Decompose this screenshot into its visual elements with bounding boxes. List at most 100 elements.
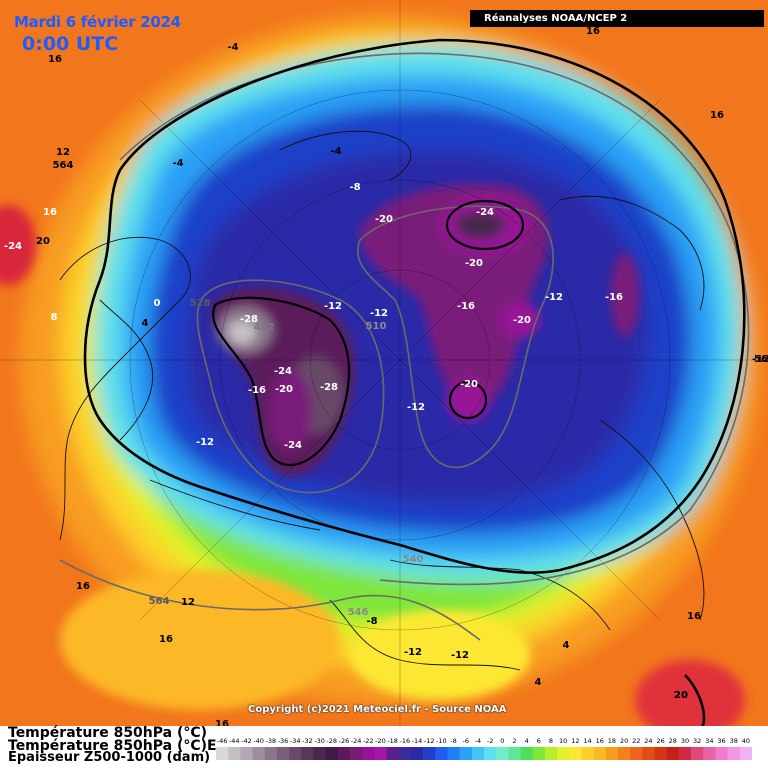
- color-scale-label: 0: [500, 737, 504, 745]
- map-value-label: -20: [375, 214, 393, 225]
- map-value-label: -24: [274, 366, 292, 377]
- map-value-label: 12: [181, 597, 195, 608]
- map-value-label: -12: [196, 437, 214, 448]
- color-scale-swatch: [630, 747, 643, 760]
- color-scale-label: 24: [644, 737, 652, 745]
- color-scale-label: 32: [693, 737, 701, 745]
- map-value-label: -4: [330, 146, 341, 157]
- map-value-label: 8: [51, 312, 58, 323]
- map-value-label: -12: [407, 402, 425, 413]
- color-scale-label: 16: [596, 737, 604, 745]
- color-scale-swatch: [557, 747, 570, 760]
- color-scale-swatch: [374, 747, 387, 760]
- map-value-label: 528: [190, 298, 211, 309]
- color-scale-label: -10: [436, 737, 447, 745]
- color-scale-label: -36: [278, 737, 289, 745]
- color-scale-label: 4: [525, 737, 529, 745]
- color-scale-label: -4: [475, 737, 481, 745]
- color-scale-label: -6: [462, 737, 468, 745]
- map-value-label: -12: [451, 650, 469, 661]
- color-scale-swatch: [447, 747, 460, 760]
- map-value-label: 16: [159, 634, 173, 645]
- color-scale-swatch: [410, 747, 424, 760]
- color-scale-label: -26: [339, 737, 350, 745]
- map-value-label: 4: [142, 318, 149, 329]
- color-scale-swatch: [715, 747, 728, 760]
- color-scale-swatch: [301, 747, 314, 760]
- map-value-label: 540: [403, 554, 424, 565]
- map-value-label: -24: [476, 207, 494, 218]
- color-scale-swatch: [642, 747, 655, 760]
- map-value-label: 564: [53, 160, 74, 171]
- color-scale-label: -8: [450, 737, 456, 745]
- coastlines: [59, 130, 705, 671]
- map-value-label: -20: [465, 258, 483, 269]
- map-value-label: -12: [324, 301, 342, 312]
- map-value-label: -16: [457, 301, 475, 312]
- color-scale-label: -12: [424, 737, 435, 745]
- color-scale-label: -18: [387, 737, 398, 745]
- map-value-label: -16: [605, 292, 623, 303]
- color-scale-label: 14: [583, 737, 591, 745]
- color-scale-label: 12: [571, 737, 579, 745]
- color-scale-label: 2: [512, 737, 516, 745]
- color-scale-label: -44: [229, 737, 240, 745]
- map-value-label: 16: [710, 110, 724, 121]
- map-value-label: -12: [545, 292, 563, 303]
- color-scale-label: -28: [326, 737, 337, 745]
- thickness-contours: [59, 52, 750, 641]
- map-value-label: 16: [687, 611, 701, 622]
- map-value-label: 4: [535, 677, 542, 688]
- color-scale-swatch: [350, 747, 363, 760]
- map-value-label: 510: [366, 321, 387, 332]
- color-scale-swatch: [362, 747, 375, 760]
- color-scale-label: 28: [669, 737, 677, 745]
- color-scale-swatch: [569, 747, 582, 760]
- map-value-label: -24: [4, 241, 22, 252]
- map-date: Mardi 6 février 2024: [14, 13, 181, 31]
- legend-title-3: Epaisseur Z500-1000 (dam): [8, 750, 211, 765]
- color-scale-label: -34: [290, 737, 301, 745]
- color-scale-swatch: [228, 747, 241, 760]
- color-scale-label: 18: [608, 737, 616, 745]
- color-scale-label: -40: [253, 737, 264, 745]
- warm-patch-southwest: [60, 570, 340, 710]
- color-scale-swatch: [252, 747, 266, 760]
- map-value-label: 16: [586, 26, 600, 37]
- map-value-label: -8: [349, 182, 360, 193]
- map-value-label: -4: [227, 42, 238, 53]
- map-value-label: -4: [172, 158, 183, 169]
- color-scale-label: -32: [302, 737, 313, 745]
- color-scale-label: -24: [351, 737, 362, 745]
- warm-patch-west: [0, 205, 36, 285]
- map-value-label: -20: [513, 315, 531, 326]
- color-scale-label: -20: [375, 737, 386, 745]
- color-scale-label: -46: [217, 737, 228, 745]
- color-scale-swatch: [313, 747, 326, 760]
- graticule: [0, 0, 768, 730]
- color-scale-swatch: [325, 747, 339, 760]
- color-scale-swatch: [727, 747, 741, 760]
- color-scale-swatch: [593, 747, 607, 760]
- color-scale-swatch: [386, 747, 400, 760]
- color-scale-label: -30: [314, 737, 325, 745]
- map-value-label: -28: [240, 314, 258, 325]
- map-value-label: -12: [370, 308, 388, 319]
- color-scale-swatch: [459, 747, 473, 760]
- color-scale-swatch: [240, 747, 253, 760]
- color-scale-swatch: [581, 747, 594, 760]
- legend-title-2: Température 850hPa (°C)E: [8, 738, 217, 754]
- map-time: 0:00 UTC: [22, 33, 119, 55]
- color-scale-label: -16: [400, 737, 411, 745]
- map-value-label: 0: [154, 298, 161, 309]
- map-value-label: 4: [563, 640, 570, 651]
- color-scale-label: -2: [487, 737, 493, 745]
- color-scale-label: -22: [363, 737, 374, 745]
- color-scale-swatch: [435, 747, 448, 760]
- color-scale-label: 38: [730, 737, 738, 745]
- color-scale-label: 22: [632, 737, 640, 745]
- color-scale-swatch: [544, 747, 558, 760]
- map-value-label: 16: [215, 719, 229, 730]
- map-value-label: -8: [366, 616, 377, 627]
